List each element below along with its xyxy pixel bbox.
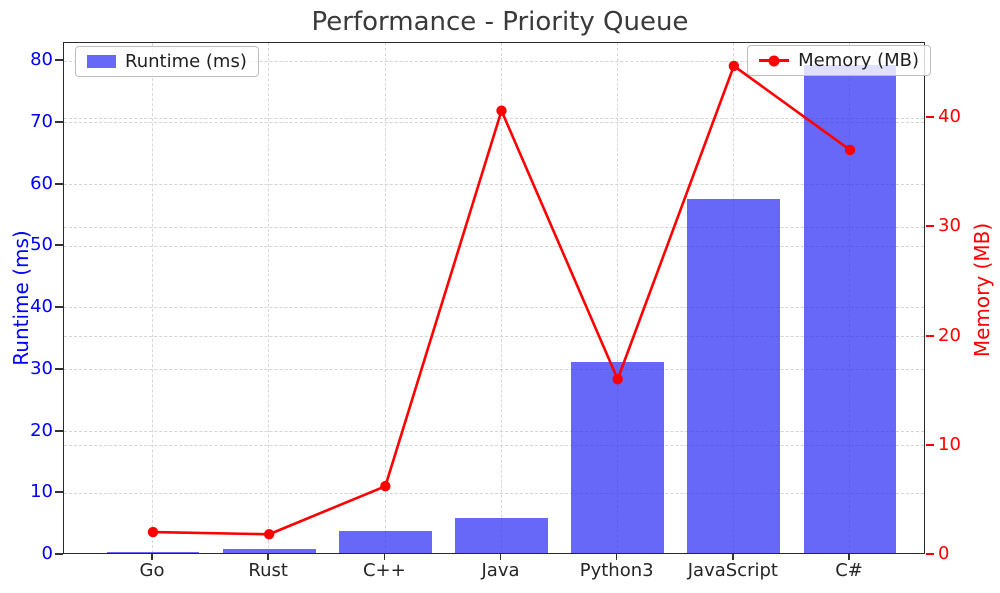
x-tick-label: Java xyxy=(481,560,520,581)
vertical-gridline xyxy=(384,43,386,553)
runtime-bar xyxy=(571,361,665,553)
memory-line xyxy=(147,60,856,540)
left-tick-mark xyxy=(55,244,63,247)
vertical-gridline xyxy=(500,43,502,553)
horizontal-gridline-left xyxy=(64,245,924,247)
memory-legend-marker-icon xyxy=(759,55,790,66)
memory-legend-label: Memory (MB) xyxy=(798,50,919,71)
memory-point xyxy=(844,144,856,156)
horizontal-gridline-right xyxy=(64,226,924,228)
right-tick-label: 0 xyxy=(938,543,950,564)
x-tick-label: Rust xyxy=(248,560,288,581)
x-tick-mark xyxy=(499,554,502,560)
left-tick-label: 30 xyxy=(30,357,53,379)
right-tick-label: 40 xyxy=(938,106,961,128)
left-tick-label: 80 xyxy=(30,49,53,71)
horizontal-gridline-left xyxy=(64,183,924,185)
horizontal-gridline-left xyxy=(64,122,924,124)
vertical-gridline xyxy=(152,43,154,553)
x-tick-mark xyxy=(267,554,269,560)
memory-point xyxy=(728,60,740,72)
memory-point xyxy=(496,105,507,116)
right-tick-label: 20 xyxy=(938,324,961,346)
memory-point xyxy=(147,526,159,538)
right-tick-mark xyxy=(926,334,934,337)
vertical-gridline xyxy=(616,43,618,553)
horizontal-gridline-left xyxy=(64,492,924,494)
x-tick-mark xyxy=(383,554,386,560)
x-tick-mark xyxy=(732,554,734,560)
x-tick-label: JavaScript xyxy=(687,560,778,581)
memory-point xyxy=(263,529,275,540)
horizontal-gridline-left xyxy=(64,430,924,432)
left-tick-label: 60 xyxy=(30,172,53,194)
chart-title: Performance - Priority Queue xyxy=(311,7,689,37)
left-tick-mark xyxy=(55,182,63,185)
x-tick-mark xyxy=(615,554,618,560)
memory-point xyxy=(612,374,623,385)
horizontal-gridline-left xyxy=(64,369,924,371)
memory-point xyxy=(380,481,391,492)
horizontal-gridline-right xyxy=(64,335,924,337)
left-tick-mark xyxy=(55,491,63,494)
plot-area: Runtime (ms) Memory (MB) xyxy=(63,42,931,554)
horizontal-gridline-right xyxy=(64,117,924,119)
left-tick-mark xyxy=(55,429,63,432)
runtime-bar xyxy=(222,549,316,553)
left-tick-mark xyxy=(55,306,63,309)
runtime-bar xyxy=(106,552,200,553)
left-tick-label: 50 xyxy=(30,234,53,256)
horizontal-gridline-right xyxy=(64,445,924,447)
x-tick-label: Python3 xyxy=(579,560,654,581)
runtime-bar xyxy=(338,530,432,553)
left-tick-label: 0 xyxy=(41,543,53,564)
x-tick-label: C++ xyxy=(362,560,406,581)
runtime-legend-label: Runtime (ms) xyxy=(125,51,247,72)
left-tick-label: 40 xyxy=(30,296,53,318)
x-tick-label: C# xyxy=(835,560,863,581)
left-tick-mark xyxy=(55,367,63,370)
x-tick-label: Go xyxy=(139,560,165,581)
vertical-gridline xyxy=(268,43,270,553)
runtime-bar xyxy=(455,517,548,553)
horizontal-gridline-left xyxy=(64,307,924,309)
right-tick-mark xyxy=(926,553,934,555)
runtime-bar xyxy=(687,199,781,553)
left-tick-mark xyxy=(55,59,63,62)
x-tick-mark xyxy=(848,554,850,560)
left-tick-label: 20 xyxy=(30,419,53,441)
horizontal-gridline-left xyxy=(64,60,924,62)
left-tick-mark xyxy=(55,120,63,123)
right-tick-label: 30 xyxy=(938,215,961,237)
left-tick-mark xyxy=(55,553,63,555)
runtime-legend-swatch-icon xyxy=(87,55,116,68)
right-tick-mark xyxy=(926,443,934,446)
left-tick-label: 10 xyxy=(30,481,53,503)
right-tick-mark xyxy=(926,116,934,119)
left-tick-label: 70 xyxy=(30,110,53,132)
right-tick-mark xyxy=(926,225,934,228)
legend-memory: Memory (MB) xyxy=(747,45,931,76)
legend-runtime: Runtime (ms) xyxy=(75,46,259,77)
right-tick-label: 10 xyxy=(938,433,961,455)
x-tick-mark xyxy=(151,554,153,560)
